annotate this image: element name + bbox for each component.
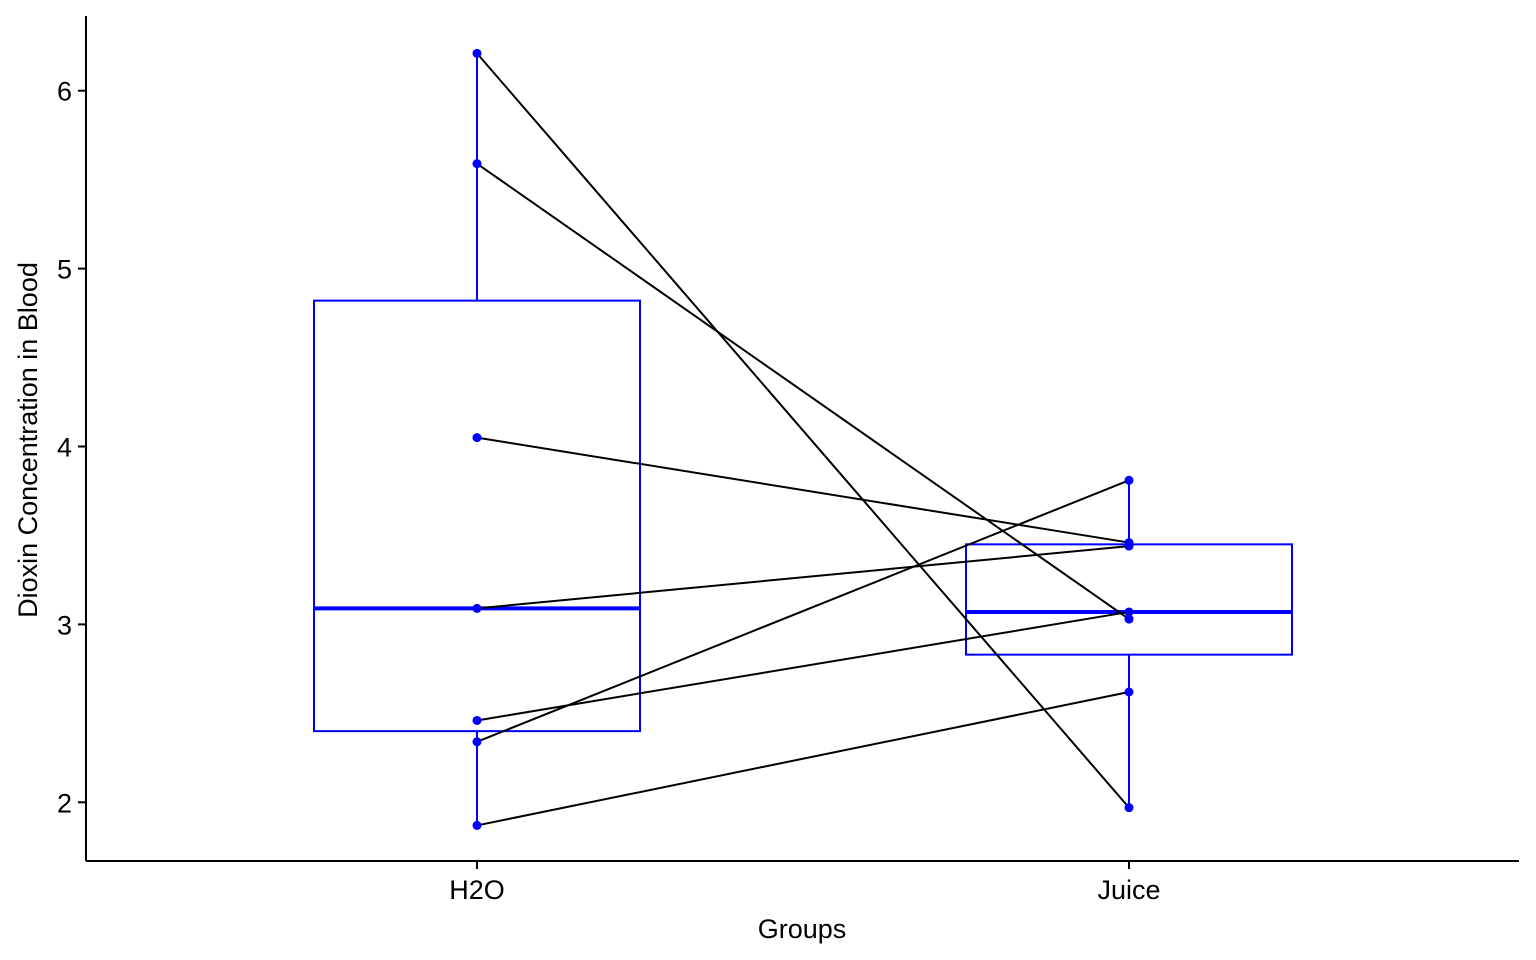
pair-line-3 <box>476 436 1130 544</box>
point-juice-6 <box>1124 475 1134 485</box>
point-h2o-4 <box>472 603 482 613</box>
box-h2o <box>313 299 641 733</box>
pair-line-7 <box>476 691 1130 827</box>
points-layer <box>472 48 1134 830</box>
pair-lines-layer <box>476 52 1130 827</box>
y-tick-label-6: 6 <box>57 77 72 107</box>
point-juice-1 <box>1124 803 1134 813</box>
y-tick-label-3: 3 <box>57 610 72 640</box>
y-tick-label-2: 2 <box>57 788 72 818</box>
point-h2o-3 <box>472 433 482 443</box>
point-h2o-5 <box>472 715 482 725</box>
point-juice-4 <box>1124 541 1134 551</box>
y-tick-label-4: 4 <box>57 433 72 463</box>
x-axis-title: Groups <box>758 914 847 944</box>
point-h2o-6 <box>472 737 482 747</box>
pair-line-2 <box>476 162 1130 620</box>
box-juice <box>965 543 1293 656</box>
point-h2o-1 <box>472 48 482 58</box>
point-juice-5 <box>1124 607 1134 617</box>
x-ticks: H2O Juice <box>449 861 1161 905</box>
y-tick-label-5: 5 <box>57 255 72 285</box>
boxes-layer <box>313 53 1293 826</box>
pair-line-1 <box>476 52 1130 809</box>
x-tick-label-juice: Juice <box>1097 875 1160 905</box>
point-h2o-7 <box>472 820 482 830</box>
point-juice-2 <box>1124 614 1134 624</box>
pair-line-6 <box>476 479 1130 743</box>
pair-line-4 <box>476 545 1130 610</box>
y-axis-title: Dioxin Concentration in Blood <box>13 262 43 618</box>
point-juice-7 <box>1124 687 1134 697</box>
pair-line-5 <box>476 610 1130 722</box>
axes-layer <box>85 16 1519 862</box>
point-h2o-2 <box>472 159 482 169</box>
x-tick-label-h2o: H2O <box>449 875 505 905</box>
y-ticks: 2 3 4 5 6 <box>57 77 86 818</box>
